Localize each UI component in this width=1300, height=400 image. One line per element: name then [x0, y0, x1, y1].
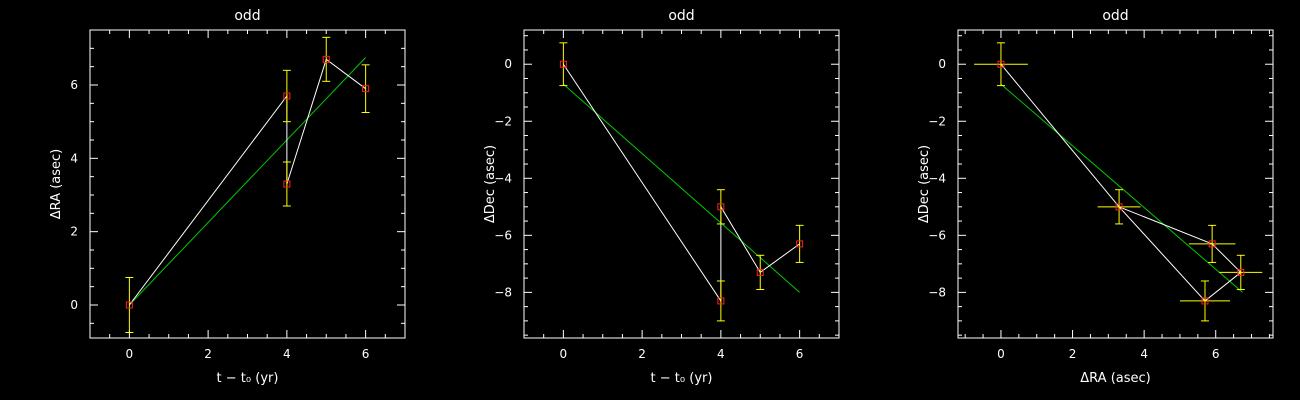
panel-dec-vs-time: odd 0 2 4 6 0 −2 −4 −6 −8 t − t₀ (yr) ΔDec (asec): [483, 8, 840, 386]
x-tick-label: 2: [638, 347, 646, 361]
data-point: [283, 92, 291, 100]
chart-title: odd: [234, 8, 260, 24]
y-tick-label: −6: [494, 228, 512, 242]
y-tick-label: 0: [938, 57, 946, 71]
x-tick-label: 6: [362, 347, 370, 361]
chart-title: odd: [668, 8, 694, 24]
data-point: [559, 60, 567, 68]
data-point: [1208, 240, 1216, 248]
data-point: [997, 60, 1005, 68]
fit-line: [1000, 83, 1243, 293]
x-axis-label: t − t₀ (yr): [217, 371, 279, 386]
data-point: [283, 180, 291, 188]
y-axis-label: ΔDec (asec): [483, 145, 498, 223]
y-tick-label: −8: [928, 285, 946, 299]
plot-frame: [89, 29, 406, 339]
y-tick-label: −2: [928, 114, 946, 128]
panel-ra-vs-time: odd 0 2 4 6 0 2 4 6 t − t₀ (yr) ΔRA (asec): [49, 8, 406, 386]
data-point: [717, 203, 725, 211]
y-axis-label: ΔRA (asec): [49, 149, 64, 219]
data-point: [796, 240, 804, 248]
x-tick-label: 4: [717, 347, 725, 361]
y-tick-label: −4: [928, 171, 946, 185]
x-tick-label: 6: [1212, 347, 1220, 361]
panel-dec-vs-ra: odd 0 2 4 6 0 −2 −4 −6 −8 ΔRA (asec) ΔDec (asec): [917, 8, 1274, 386]
plot-frame: [957, 29, 1274, 339]
y-tick-label: 4: [70, 151, 78, 165]
x-tick-label: 2: [1069, 347, 1077, 361]
x-tick-label: 0: [997, 347, 1005, 361]
data-point: [1201, 297, 1209, 305]
y-axis-label: ΔDec (asec): [917, 145, 932, 223]
x-axis-label: ΔRA (asec): [1080, 371, 1150, 386]
data-point: [1115, 203, 1123, 211]
data-point: [717, 297, 725, 305]
y-tick-label: 6: [70, 78, 78, 92]
x-tick-label: 0: [560, 347, 568, 361]
data-point: [362, 85, 370, 93]
x-tick-label: 0: [126, 347, 134, 361]
fit-line: [129, 57, 366, 306]
chart-title: odd: [1102, 8, 1128, 24]
fit-line: [563, 83, 800, 293]
data-point: [322, 55, 330, 63]
data-point: [756, 268, 764, 276]
y-tick-label: 2: [70, 225, 78, 239]
data-point: [125, 301, 133, 309]
y-tick-label: 0: [70, 298, 78, 312]
x-tick-label: 4: [283, 347, 291, 361]
x-tick-label: 4: [1140, 347, 1148, 361]
y-tick-label: −2: [494, 114, 512, 128]
data-line: [562, 63, 800, 303]
data-line: [1000, 63, 1242, 302]
y-tick-label: 0: [504, 57, 512, 71]
x-axis-label: t − t₀ (yr): [651, 371, 713, 386]
x-tick-label: 2: [204, 347, 212, 361]
y-tick-label: −8: [494, 285, 512, 299]
y-tick-label: −6: [928, 228, 946, 242]
data-point: [1237, 268, 1245, 276]
x-tick-label: 6: [796, 347, 804, 361]
y-tick-label: −4: [494, 171, 512, 185]
